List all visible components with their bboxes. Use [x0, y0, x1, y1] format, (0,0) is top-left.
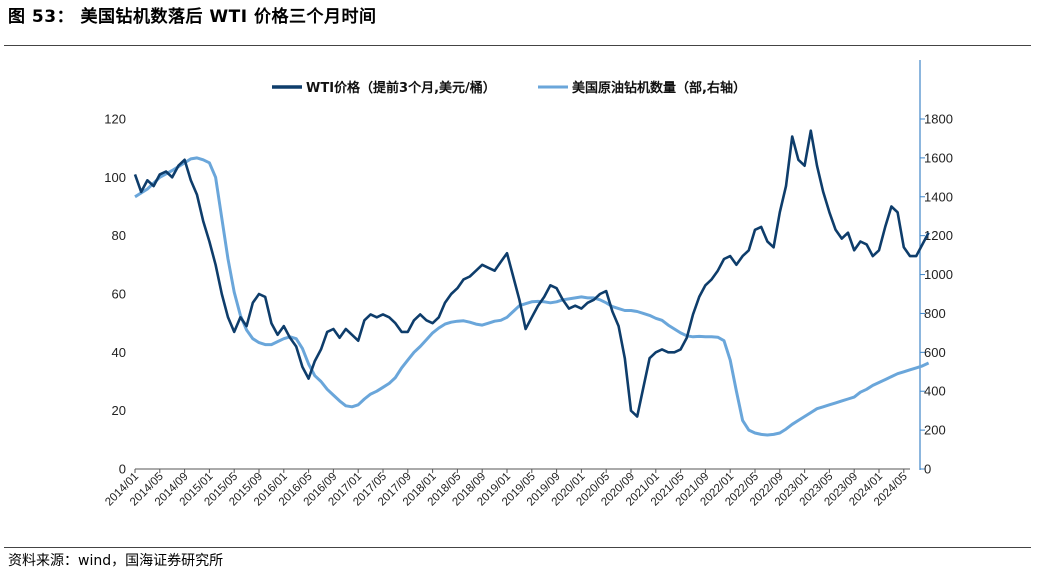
left-tick-label: 20	[112, 403, 126, 418]
right-tick-label: 1800	[924, 112, 953, 127]
left-tick-label: 40	[112, 345, 126, 360]
left-tick-label: 60	[112, 287, 126, 302]
right-axis-ticks: 0 200 400 600 800 1000 1200 1400 1600 1800	[920, 112, 953, 477]
left-tick-label: 100	[104, 170, 126, 185]
right-tick-label: 800	[924, 306, 946, 321]
left-tick-label: 0	[119, 462, 126, 477]
dual-axis-line-chart: WTI价格（提前3个月,美元/桶） 美国原油钻机数量（部,右轴） 0 20 40 60…	[103, 60, 953, 509]
right-tick-label: 1000	[924, 267, 953, 282]
right-tick-label: 600	[924, 345, 946, 360]
right-tick-label: 400	[924, 384, 946, 399]
legend-label-rigs: 美国原油钻机数量（部,右轴）	[572, 80, 746, 96]
right-tick-label: 0	[924, 462, 931, 477]
right-tick-label: 200	[924, 423, 946, 438]
bottom-rule	[4, 547, 1031, 548]
left-axis-ticks: 0 20 40 60 80 100 120	[104, 112, 126, 477]
series-layer	[133, 129, 930, 437]
right-tick-label: 1600	[924, 150, 953, 165]
right-tick-label: 1200	[924, 228, 953, 243]
wti-price-line	[133, 129, 930, 418]
rig-count-line	[134, 156, 930, 437]
legend-label-wti: WTI价格（提前3个月,美元/桶）	[306, 80, 496, 96]
left-tick-label: 80	[112, 228, 126, 243]
right-tick-label: 1400	[924, 189, 953, 204]
source-note: 资料来源：wind，国海证券研究所	[8, 553, 224, 569]
legend: WTI价格（提前3个月,美元/桶） 美国原油钻机数量（部,右轴）	[272, 80, 746, 96]
left-tick-label: 120	[104, 112, 126, 127]
x-axis-ticks: 2014/012014/052014/092015/012015/052015/…	[103, 469, 910, 509]
figure-title: 图 53： 美国钻机数落后 WTI 价格三个月时间	[8, 7, 377, 27]
top-rule	[4, 45, 1031, 46]
